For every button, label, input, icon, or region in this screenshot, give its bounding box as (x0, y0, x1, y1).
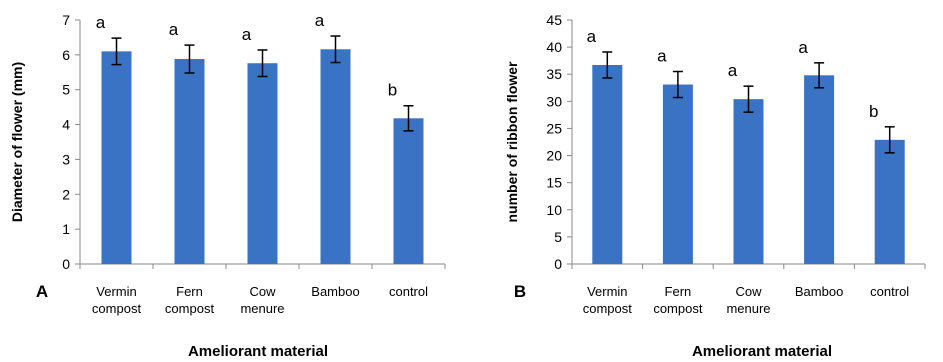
bar (733, 99, 764, 264)
x-tick-label: Bamboo (311, 284, 359, 299)
significance-label: b (869, 102, 878, 121)
y-tick-label: 0 (554, 256, 562, 272)
significance-label: a (587, 27, 597, 46)
x-axis-label: Ameliorant material (692, 343, 832, 360)
x-tick-label: compost (92, 301, 142, 316)
significance-label: a (798, 38, 808, 57)
y-tick-label: 3 (62, 151, 70, 167)
y-tick-label: 1 (62, 221, 70, 237)
significance-label: a (728, 61, 738, 80)
significance-label: a (315, 11, 325, 30)
x-tick-label: Fern (665, 284, 692, 299)
significance-label: a (242, 25, 252, 44)
x-tick-label: Cow (735, 284, 762, 299)
bar (247, 63, 278, 265)
significance-label: a (657, 47, 667, 66)
y-tick-label: 10 (546, 202, 562, 218)
bar (874, 139, 905, 264)
panel-label: B (514, 282, 526, 301)
y-tick-label: 25 (546, 120, 562, 136)
y-tick-label: 2 (62, 186, 70, 202)
x-tick-label: menure (240, 301, 284, 316)
y-tick-label: 6 (62, 47, 70, 63)
y-tick-label: 5 (554, 229, 562, 245)
panel-label: A (36, 282, 48, 301)
y-tick-label: 35 (546, 66, 562, 82)
x-tick-label: menure (726, 301, 770, 316)
x-tick-label: Vermin (96, 284, 136, 299)
x-tick-label: control (870, 284, 909, 299)
bar (393, 118, 424, 264)
y-tick-label: 30 (546, 93, 562, 109)
x-tick-label: compost (165, 301, 215, 316)
y-tick-label: 7 (62, 12, 70, 28)
x-tick-label: Fern (176, 284, 203, 299)
x-tick-label: compost (583, 301, 633, 316)
significance-label: a (96, 13, 106, 32)
y-tick-label: 40 (546, 39, 562, 55)
bar (320, 49, 351, 264)
x-tick-label: Cow (249, 284, 276, 299)
bar (804, 75, 835, 264)
bar (662, 84, 693, 264)
significance-label: b (388, 81, 397, 100)
x-tick-label: Bamboo (795, 284, 843, 299)
significance-label: a (169, 20, 179, 39)
y-tick-label: 4 (62, 117, 70, 133)
x-tick-label: control (389, 284, 428, 299)
y-tick-label: 15 (546, 175, 562, 191)
bar (174, 59, 205, 264)
bar (101, 51, 132, 264)
y-tick-label: 45 (546, 12, 562, 28)
y-axis-label: Diameter of flower (mm) (9, 62, 25, 222)
y-tick-label: 20 (546, 148, 562, 164)
x-tick-label: Vermin (587, 284, 627, 299)
x-axis-label: Ameliorant material (188, 343, 328, 360)
y-tick-label: 0 (62, 256, 70, 272)
bar (592, 65, 623, 264)
y-axis-label: number of ribbon flower (504, 61, 520, 223)
x-tick-label: compost (653, 301, 703, 316)
y-tick-label: 5 (62, 82, 70, 98)
